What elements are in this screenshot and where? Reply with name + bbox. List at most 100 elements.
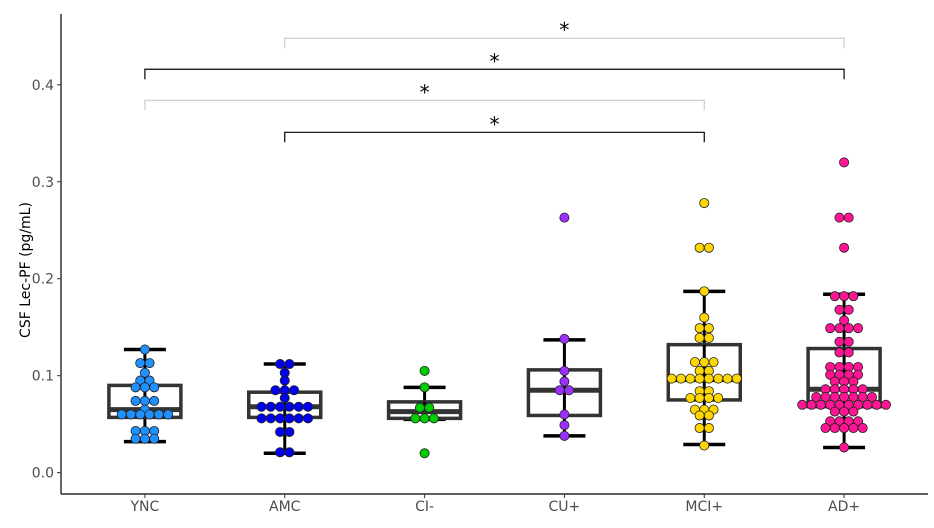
x-tick-label: AMC [269, 499, 301, 515]
data-point [866, 392, 877, 403]
data-point [564, 385, 575, 396]
data-point [302, 401, 313, 412]
data-point [843, 323, 854, 334]
data-points [116, 157, 891, 459]
data-point [410, 413, 421, 424]
data-point [270, 385, 281, 396]
data-point [256, 401, 267, 412]
data-point [703, 323, 714, 334]
data-point [135, 409, 146, 420]
data-point [559, 212, 570, 223]
data-point [694, 332, 705, 343]
data-point [703, 410, 714, 421]
data-point [139, 433, 150, 444]
data-point [419, 382, 430, 393]
data-point [559, 409, 570, 420]
data-point [149, 382, 160, 393]
data-point [699, 312, 710, 323]
data-point [834, 304, 845, 315]
data-point [689, 357, 700, 368]
data-point [139, 367, 150, 378]
data-point [694, 423, 705, 434]
data-point [713, 373, 724, 384]
data-point [149, 395, 160, 406]
data-point [834, 336, 845, 347]
data-point [839, 242, 850, 253]
data-point [834, 212, 845, 223]
data-point [834, 323, 845, 334]
data-point [713, 392, 724, 403]
data-point [731, 373, 742, 384]
data-point [839, 423, 850, 434]
data-point [685, 392, 696, 403]
data-point [848, 406, 859, 417]
data-point [424, 402, 435, 413]
x-tick-label: CI- [415, 499, 434, 515]
data-point [139, 344, 150, 355]
data-point [797, 399, 808, 410]
data-point [825, 323, 836, 334]
data-point [144, 358, 155, 369]
data-point [853, 416, 864, 427]
data-point [848, 291, 859, 302]
data-point [302, 413, 313, 424]
data-point [275, 401, 286, 412]
data-point [862, 399, 873, 410]
significance-label: * [490, 112, 500, 136]
axes: 0.0 0.1 0.2 0.3 0.4 YNC AMC CI- CU+ MCI+ AD+ [32, 14, 928, 515]
data-point [699, 440, 710, 451]
data-point [284, 359, 295, 370]
data-point [839, 291, 850, 302]
data-point [559, 420, 570, 431]
x-tick-label: AD+ [828, 499, 860, 515]
data-point [843, 336, 854, 347]
data-point [839, 406, 850, 417]
significance-label: * [420, 80, 430, 104]
data-point [256, 413, 267, 424]
boxes [107, 289, 882, 456]
data-point [694, 323, 705, 334]
data-point [853, 369, 864, 380]
y-tick-label: 0.3 [32, 175, 54, 191]
data-point [694, 392, 705, 403]
data-point [139, 395, 150, 406]
data-point [848, 423, 859, 434]
data-point [708, 357, 719, 368]
data-point [275, 359, 286, 370]
significance-brackets: * * * * [144, 18, 845, 143]
data-point [834, 347, 845, 358]
significance-bracket [144, 68, 845, 80]
significance-bracket [284, 37, 845, 49]
x-tick-label: MCI+ [685, 499, 723, 515]
data-point [829, 423, 840, 434]
data-point [419, 448, 430, 459]
data-point [163, 409, 174, 420]
data-point [265, 413, 276, 424]
data-point [815, 399, 826, 410]
data-point [559, 365, 570, 376]
y-tick-label: 0.2 [32, 272, 54, 288]
data-point [699, 357, 710, 368]
y-axis-label: CSF Lec-PF (pg/mL) [18, 202, 34, 338]
data-point [279, 392, 290, 403]
data-point [559, 333, 570, 344]
data-point [871, 399, 882, 410]
data-point [703, 423, 714, 434]
data-point [880, 399, 891, 410]
significance-bracket [144, 99, 705, 111]
data-point [284, 426, 295, 437]
x-tick-label: YNC [129, 499, 159, 515]
data-point [293, 401, 304, 412]
data-point [694, 410, 705, 421]
significance-bracket [284, 131, 705, 143]
data-point [554, 385, 565, 396]
data-point [839, 315, 850, 326]
data-point [275, 447, 286, 458]
data-point [275, 413, 286, 424]
data-point [130, 382, 141, 393]
data-point [130, 395, 141, 406]
data-point [843, 347, 854, 358]
y-tick-label: 0.0 [32, 466, 54, 482]
data-point [703, 373, 714, 384]
